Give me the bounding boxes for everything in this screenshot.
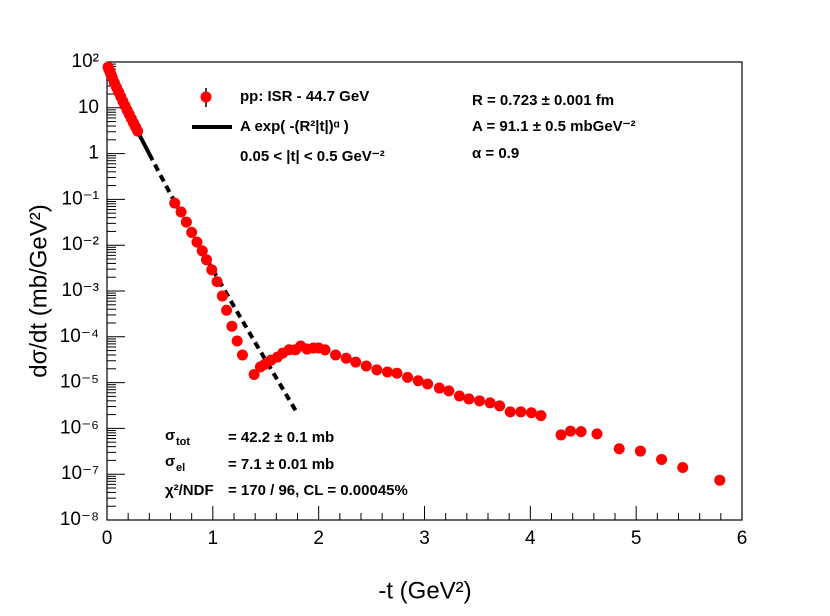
data-point [422,378,434,390]
data-point [591,428,603,440]
data-point [474,395,486,407]
data-point [575,426,587,438]
fit-line [147,153,300,415]
x-axis-title: -t (GeV²) [378,577,471,604]
data-point [206,264,218,276]
data-point [180,216,192,228]
data-point [236,349,248,361]
data-point [381,366,393,378]
y-tick-label: 10⁻¹ [62,188,100,209]
data-point [360,360,372,372]
data-point [656,453,668,465]
data-point [350,356,362,368]
data-point [677,462,689,474]
result-sub: el [176,462,185,474]
data-point [494,400,506,412]
data-point [402,371,414,383]
y-tick-label: 10 [78,97,99,118]
fit-range: 0.05 < |t| < 0.5 GeV⁻² [240,148,385,165]
y-tick-label: 10⁻⁴ [60,326,99,347]
data-point [391,367,403,379]
legend-label: A exp( -(R²|t|)ᵅ ) [240,118,349,135]
data-point [319,344,331,356]
data-point [555,429,567,441]
data-point [216,290,228,302]
data-point [484,397,496,409]
result-text: = 170 / 96, CL = 0.00045% [228,482,408,499]
parameter: A = 91.1 ± 0.5 mbGeV⁻² [472,118,636,135]
legend-label: pp: ISR - 44.7 GeV [240,88,369,105]
data-point [412,375,424,387]
y-tick-label: 10² [72,51,99,72]
y-tick-label: 10⁻⁷ [61,463,99,484]
result-text: = 7.1 ± 0.01 mb [228,456,334,473]
plot-frame [106,61,743,521]
data-point [453,390,465,402]
y-tick-label: 10⁻⁸ [60,509,99,530]
result-sub: tot [176,436,190,448]
data-point [433,382,445,394]
data-point [515,406,527,418]
parameter: R = 0.723 ± 0.001 fm [472,92,614,109]
data-point [535,410,547,422]
data-point [169,197,181,209]
data-point [714,474,726,486]
data-point [525,407,537,419]
y-axis-title: dσ/dt (mb/GeV²) [25,204,52,378]
x-tick-label: 2 [313,528,324,549]
data-point [226,320,238,332]
data-point [186,226,198,238]
y-tick-label: 10⁻⁵ [60,372,99,393]
y-tick-label: 10⁻⁶ [60,417,99,438]
y-tick-label: 10⁻² [62,234,100,255]
y-tick-label: 10⁻³ [62,280,100,301]
data-point [613,443,625,455]
y-tick-label: 1 [88,143,99,164]
data-point [200,254,212,266]
data-point [330,349,342,361]
result-symbol: χ²/NDF [165,482,214,499]
x-tick-label: 5 [631,528,642,549]
x-tick-label: 6 [737,528,748,549]
data-point [211,276,223,288]
result-symbol: σ [165,453,175,470]
data-point [371,364,383,376]
legend-marker [200,91,212,103]
result-symbol: σ [165,427,175,444]
x-tick-label: 3 [419,528,430,549]
data-point [221,304,233,316]
data-point [175,206,187,218]
data-point [504,406,516,418]
data-point [248,369,260,381]
data-point [132,125,144,137]
data-point [340,352,352,364]
x-tick-label: 4 [525,528,536,549]
x-tick-label: 1 [208,528,219,549]
x-tick-label: 0 [102,528,113,549]
parameter: α = 0.9 [472,145,519,162]
data-point [191,236,203,248]
data-point [196,245,208,257]
data-point [463,393,475,405]
data-point [634,445,646,457]
data-point [443,385,455,397]
data-point [565,425,577,437]
results: σ tot = 42.2 ± 0.1 mb σ el = 7.1 ± 0.01 … [165,427,408,499]
data-point [231,335,243,347]
result-text: = 42.2 ± 0.1 mb [228,429,334,446]
